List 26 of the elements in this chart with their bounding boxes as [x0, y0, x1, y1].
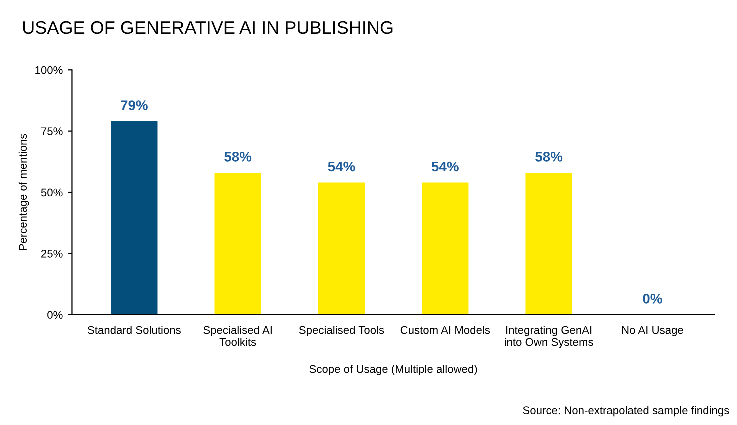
x-tick-label: Custom AI Models [400, 326, 490, 334]
y-tick-label: 0% [48, 311, 63, 320]
data-label: 54% [432, 162, 459, 172]
y-tick-label: 25% [42, 250, 63, 258]
y-tick-label: 100% [36, 66, 63, 74]
y-axis-title: Percentage of mentions [18, 134, 30, 250]
y-tick-label: 75% [42, 128, 63, 136]
data-label: 54% [328, 162, 356, 172]
data-label: 0% [643, 294, 662, 304]
bar [318, 182, 366, 315]
x-tick-label: Specialised Tools [299, 326, 384, 336]
data-label: 79% [121, 100, 148, 110]
bar [422, 182, 469, 315]
chart-title: USAGE OF GENERATIVE AI IN PUBLISHING [24, 21, 393, 34]
y-tick-label: 50% [41, 188, 63, 197]
data-label: 58% [536, 152, 563, 162]
data-label: 58% [224, 152, 252, 162]
x-tick-label: Standard Solutions [88, 326, 181, 334]
x-tick-label: Integrating GenAI into Own Systems [505, 326, 594, 348]
source-note: Source: Non-extrapolated sample findings [523, 406, 730, 417]
bar [526, 172, 572, 315]
bar [111, 122, 158, 315]
x-tick-label: Specialised AI Toolkits [204, 326, 272, 346]
bar [214, 172, 262, 315]
x-axis-title: Scope of Usage (Multiple allowed) [310, 365, 478, 376]
x-tick-label: No AI Usage [622, 326, 684, 336]
